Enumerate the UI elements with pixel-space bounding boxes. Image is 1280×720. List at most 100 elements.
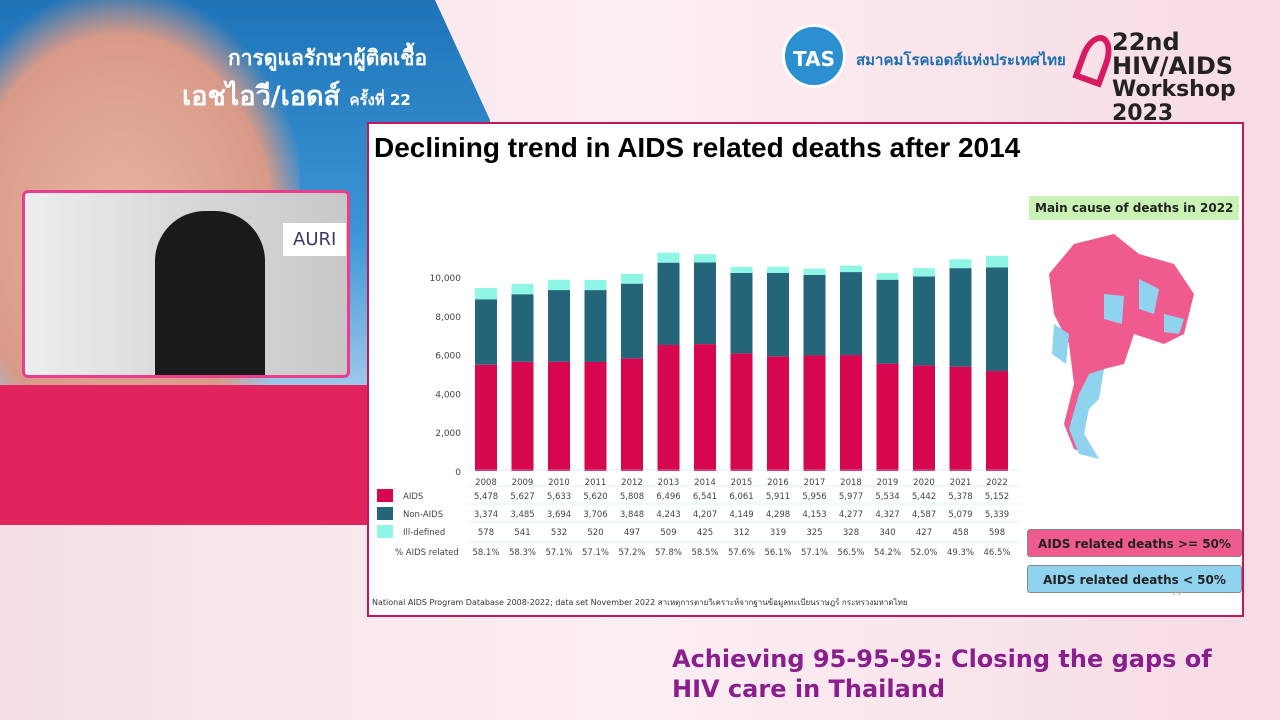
- data-label: 3,694: [547, 510, 571, 520]
- data-label: 58.5%: [691, 548, 718, 558]
- bar-non-aids-2022: [986, 267, 1008, 372]
- data-label: 509: [660, 528, 676, 538]
- bar-ill-defined-2020: [913, 268, 935, 277]
- data-label: 57.8%: [655, 548, 682, 558]
- x-tick-label: 2012: [621, 478, 643, 488]
- x-tick-label: 2014: [694, 478, 716, 488]
- bar-aids-2015: [730, 353, 753, 471]
- workshop-logo: 22nd HIV/AIDS Workshop 2023: [1112, 30, 1280, 126]
- data-label: 578: [478, 528, 494, 538]
- data-label: 497: [624, 528, 640, 538]
- data-label: 5,478: [474, 492, 498, 502]
- bar-aids-2010: [548, 361, 570, 471]
- data-label: 598: [989, 528, 1005, 538]
- event-title-line2: เอชไอวี/เอดส์ ครั้งที่ 22: [182, 74, 411, 117]
- map-label: Main cause of deaths in 2022: [1029, 196, 1240, 220]
- bar-aids-2014: [694, 344, 716, 471]
- bar-aids-2011: [584, 361, 607, 471]
- bar-aids-2022: [986, 371, 1008, 471]
- data-label: 425: [697, 528, 713, 538]
- x-tick-label: 2016: [767, 478, 789, 488]
- y-tick-label: 6,000: [435, 352, 461, 362]
- bar-non-aids-2012: [621, 283, 643, 359]
- data-label: 4,153: [802, 510, 826, 520]
- data-label: 3,706: [583, 510, 607, 520]
- bar-aids-2018: [840, 355, 862, 471]
- bar-aids-2021: [949, 366, 972, 471]
- footnote: National AIDS Program Database 2008-2022…: [372, 598, 908, 607]
- data-label: 541: [514, 528, 530, 538]
- data-label: 520: [587, 528, 603, 538]
- data-label: 5,808: [620, 492, 644, 502]
- data-label: 4,207: [693, 510, 717, 520]
- data-label: 328: [843, 528, 859, 538]
- legend-swatch-ill-defined: [377, 525, 393, 538]
- event-edition: ครั้งที่ 22: [349, 91, 411, 109]
- legend-swatch-aids: [377, 489, 393, 502]
- workshop-line1: 22nd HIV/AIDS: [1112, 28, 1234, 80]
- legend-swatch-non-aids: [377, 507, 393, 520]
- event-title-line1: การดูแลรักษาผู้ติดเชื้อ: [228, 46, 428, 70]
- bar-non-aids-2013: [657, 262, 680, 345]
- bar-ill-defined-2011: [584, 279, 607, 291]
- data-label: 58.1%: [472, 548, 499, 558]
- map-region-low: [1052, 279, 1184, 459]
- bar-ill-defined-2018: [840, 265, 862, 273]
- speaker: [155, 211, 265, 375]
- data-label: 5,339: [985, 510, 1009, 520]
- data-label: 5,633: [547, 492, 571, 502]
- bar-aids-2013: [657, 344, 680, 471]
- data-label: 57.2%: [618, 548, 645, 558]
- slide-title: Declining trend in AIDS related deaths a…: [374, 132, 1021, 163]
- bar-ill-defined-2008: [475, 288, 497, 300]
- bar-ill-defined-2015: [730, 266, 753, 273]
- bar-non-aids-2017: [803, 274, 826, 356]
- data-label: 4,277: [839, 510, 863, 520]
- data-label: 4,298: [766, 510, 790, 520]
- bar-ill-defined-2014: [694, 254, 716, 263]
- data-label: 319: [770, 528, 786, 538]
- bar-non-aids-2019: [876, 279, 899, 364]
- bar-aids-2016: [767, 356, 789, 471]
- x-tick-label: 2021: [950, 478, 972, 488]
- talk-title-line2: HIV care in Thailand: [672, 675, 946, 703]
- speaker-video: AURI: [22, 190, 350, 378]
- x-tick-label: 2013: [658, 478, 680, 488]
- data-label: 340: [879, 528, 895, 538]
- data-label: 46.5%: [983, 548, 1010, 558]
- legend-label: Ill-defined: [403, 528, 445, 538]
- data-label: 4,587: [912, 510, 936, 520]
- bar-ill-defined-2017: [803, 268, 826, 275]
- x-tick-label: 2017: [804, 478, 826, 488]
- bar-non-aids-2018: [840, 272, 862, 356]
- data-label: 532: [551, 528, 567, 538]
- data-label: 4,327: [875, 510, 899, 520]
- data-label: 58.3%: [509, 548, 536, 558]
- x-tick-label: 2009: [512, 478, 534, 488]
- data-label: 5,627: [510, 492, 534, 502]
- talk-title-line1: Achieving 95-95-95: Closing the gaps of: [672, 645, 1212, 673]
- data-label: 5,977: [839, 492, 863, 502]
- bar-aids-2019: [876, 363, 899, 471]
- data-label: 57.1%: [801, 548, 828, 558]
- data-label: 49.3%: [947, 548, 974, 558]
- bar-non-aids-2009: [511, 294, 534, 362]
- bar-aids-2020: [913, 365, 935, 471]
- bar-aids-2017: [803, 355, 826, 471]
- bar-non-aids-2016: [767, 272, 789, 357]
- y-tick-label: 2,000: [435, 429, 461, 439]
- data-label: 4,243: [656, 510, 680, 520]
- x-tick-label: 2019: [877, 478, 899, 488]
- y-tick-label: 4,000: [435, 390, 461, 400]
- legend-label: AIDS: [403, 492, 423, 502]
- data-label: 56.1%: [764, 548, 791, 558]
- data-label: 6,541: [693, 492, 717, 502]
- tas-name: สมาคมโรคเอดส์แห่งประเทศไทย: [856, 51, 1066, 69]
- thailand-map: [1049, 234, 1194, 459]
- bar-ill-defined-2022: [986, 255, 1008, 268]
- x-tick-label: 2010: [548, 478, 570, 488]
- bar-non-aids-2010: [548, 290, 570, 362]
- data-label: 5,152: [985, 492, 1009, 502]
- data-label: 5,442: [912, 492, 936, 502]
- y-tick-label: 8,000: [435, 313, 461, 323]
